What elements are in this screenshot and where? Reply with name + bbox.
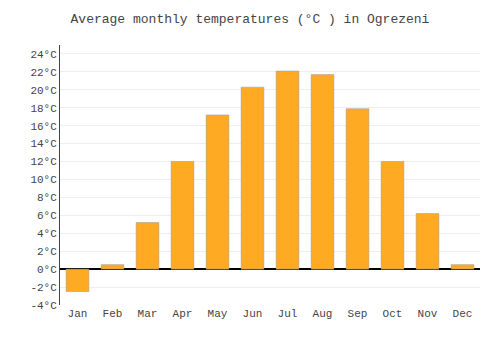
svg-text:Average monthly temperatures (: Average monthly temperatures (°C ) in Og…	[71, 12, 430, 27]
svg-text:Jul: Jul	[278, 308, 298, 320]
svg-text:10°C: 10°C	[30, 174, 57, 186]
svg-text:-2°C: -2°C	[30, 282, 57, 294]
svg-text:0°C: 0°C	[37, 264, 57, 276]
svg-text:Aug: Aug	[313, 308, 333, 320]
svg-text:18°C: 18°C	[30, 103, 57, 115]
svg-text:16°C: 16°C	[30, 121, 57, 133]
svg-text:12°C: 12°C	[30, 156, 57, 168]
svg-text:2°C: 2°C	[37, 246, 57, 258]
svg-text:Jun: Jun	[243, 308, 263, 320]
svg-text:Mar: Mar	[138, 308, 158, 320]
svg-text:20°C: 20°C	[30, 85, 57, 97]
svg-text:Sep: Sep	[348, 308, 368, 320]
svg-text:Feb: Feb	[103, 308, 123, 320]
svg-text:8°C: 8°C	[37, 192, 57, 204]
svg-text:Nov: Nov	[418, 308, 438, 320]
svg-text:May: May	[208, 308, 228, 320]
svg-text:4°C: 4°C	[37, 228, 57, 240]
svg-text:-4°C: -4°C	[30, 300, 57, 312]
svg-text:22°C: 22°C	[30, 67, 57, 79]
svg-text:Dec: Dec	[453, 308, 473, 320]
svg-text:24°C: 24°C	[30, 49, 57, 61]
svg-text:Jan: Jan	[68, 308, 88, 320]
svg-text:14°C: 14°C	[30, 138, 57, 150]
svg-text:Oct: Oct	[383, 308, 403, 320]
svg-text:6°C: 6°C	[37, 210, 57, 222]
svg-text:Apr: Apr	[173, 308, 193, 320]
